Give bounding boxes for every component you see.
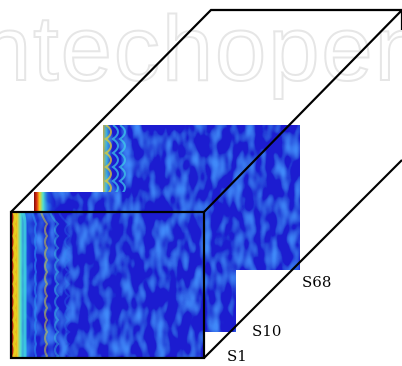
slice-label-s10: S10 — [252, 322, 281, 340]
wave-streak — [21, 212, 27, 358]
front-face-edge — [9, 210, 206, 360]
wave-streak — [12, 212, 17, 358]
cuboid-outline — [9, 8, 402, 360]
bottom-right-edge — [203, 159, 402, 359]
wave-streak — [31, 212, 38, 358]
slice-s1-image — [11, 212, 204, 358]
watermark-logo: ntechopen — [0, 0, 402, 100]
top-face-edge — [10, 8, 402, 213]
wave-streak — [40, 212, 49, 358]
wave-streak — [58, 212, 71, 358]
slice-label-s1: S1 — [227, 347, 247, 365]
slice-label-s68: S68 — [302, 273, 331, 291]
wave-streak — [49, 212, 60, 358]
